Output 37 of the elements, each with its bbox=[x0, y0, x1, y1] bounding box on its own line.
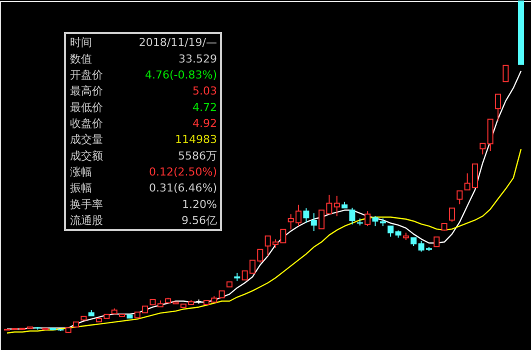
annotation: 4.72 bbox=[192, 100, 217, 114]
annotation: 4.76(-0.83%) bbox=[145, 68, 217, 82]
annotation: 2018/11/19/— bbox=[138, 36, 217, 50]
annotation: 0.12(2.50%) bbox=[148, 165, 217, 178]
annotation: 114983 bbox=[175, 133, 217, 146]
candlestick bbox=[364, 210, 371, 227]
candlestick bbox=[456, 190, 463, 205]
annotation: 5.03 bbox=[192, 84, 217, 98]
annotation: 成交额 bbox=[70, 149, 103, 162]
candlestick bbox=[502, 64, 509, 82]
annotation: 振幅 bbox=[70, 182, 92, 195]
annotation: 开盘价 bbox=[70, 68, 103, 82]
annotation: 最低价 bbox=[70, 100, 103, 114]
candlestick bbox=[448, 208, 455, 222]
annotation: 数值 bbox=[70, 52, 92, 66]
candlestick bbox=[480, 142, 486, 155]
annotation: 9.56亿 bbox=[182, 214, 217, 227]
annotation: 流通股 bbox=[70, 214, 103, 227]
annotation: 1.20% bbox=[182, 198, 217, 211]
candlestick bbox=[495, 94, 502, 122]
annotation: 4.92 bbox=[192, 116, 217, 130]
annotation: 涨幅 bbox=[70, 165, 92, 178]
candlestick bbox=[434, 236, 440, 248]
candlestick bbox=[303, 208, 310, 224]
annotation: 时间 bbox=[70, 36, 92, 50]
candlestick bbox=[334, 195, 340, 217]
annotation: 0.31(6.46%) bbox=[148, 182, 217, 195]
candlestick bbox=[349, 207, 356, 225]
annotation: 成交量 bbox=[70, 133, 103, 146]
candlestick bbox=[310, 212, 317, 232]
annotation: 最高价 bbox=[70, 84, 103, 98]
annotation: 收盘价 bbox=[70, 116, 103, 130]
candlestick bbox=[388, 226, 394, 238]
annotation: 33.529 bbox=[178, 52, 217, 66]
annotation: 5586万 bbox=[178, 149, 217, 162]
candlestick bbox=[372, 216, 378, 227]
annotation: 换手率 bbox=[70, 198, 103, 211]
